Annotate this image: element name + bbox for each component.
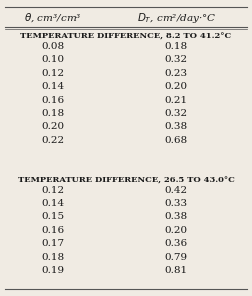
Text: 0.18: 0.18 — [41, 253, 65, 262]
Text: 0.42: 0.42 — [165, 186, 188, 194]
Text: 0.79: 0.79 — [165, 253, 188, 262]
Text: 0.12: 0.12 — [41, 186, 65, 194]
Text: 0.38: 0.38 — [165, 213, 188, 221]
Text: 0.19: 0.19 — [41, 266, 65, 275]
Text: 0.16: 0.16 — [41, 96, 65, 104]
Text: 0.20: 0.20 — [165, 82, 188, 91]
Text: 0.20: 0.20 — [165, 226, 188, 235]
Text: 0.33: 0.33 — [165, 199, 188, 208]
Text: 0.23: 0.23 — [165, 69, 188, 78]
Text: 0.12: 0.12 — [41, 69, 65, 78]
Text: 0.18: 0.18 — [165, 42, 188, 51]
Text: 0.68: 0.68 — [165, 136, 188, 145]
Text: 0.16: 0.16 — [41, 226, 65, 235]
Text: 0.08: 0.08 — [41, 42, 65, 51]
Text: 0.14: 0.14 — [41, 199, 65, 208]
Text: 0.20: 0.20 — [41, 123, 65, 131]
Text: 0.22: 0.22 — [41, 136, 65, 145]
Text: 0.14: 0.14 — [41, 82, 65, 91]
Text: $D_T$, cm²/day·°C: $D_T$, cm²/day·°C — [137, 11, 216, 25]
Text: 0.21: 0.21 — [165, 96, 188, 104]
Text: 0.15: 0.15 — [41, 213, 65, 221]
Text: TEMPERATURE DIFFERENCE, 26.5 TO 43.0°C: TEMPERATURE DIFFERENCE, 26.5 TO 43.0°C — [18, 176, 234, 185]
Text: 0.32: 0.32 — [165, 55, 188, 64]
Text: 0.38: 0.38 — [165, 123, 188, 131]
Text: 0.18: 0.18 — [41, 109, 65, 118]
Text: 0.36: 0.36 — [165, 239, 188, 248]
Text: 0.81: 0.81 — [165, 266, 188, 275]
Text: $\theta$, cm³/cm³: $\theta$, cm³/cm³ — [24, 12, 82, 24]
Text: 0.32: 0.32 — [165, 109, 188, 118]
Text: 0.17: 0.17 — [41, 239, 65, 248]
Text: 0.10: 0.10 — [41, 55, 65, 64]
Text: TEMPERATURE DIFFERENCE, 8.2 TO 41.2°C: TEMPERATURE DIFFERENCE, 8.2 TO 41.2°C — [20, 33, 232, 41]
